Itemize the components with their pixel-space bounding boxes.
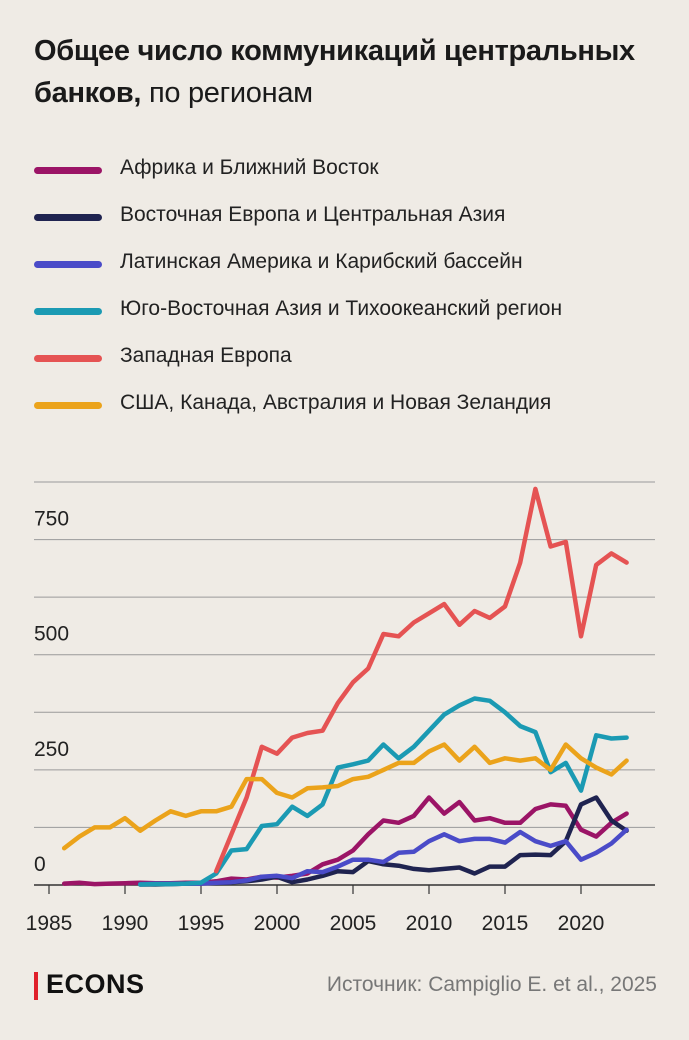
x-tick-label: 1985 xyxy=(26,912,73,935)
legend-label: Западная Европа xyxy=(120,344,292,367)
x-tick-label: 1995 xyxy=(178,912,225,935)
x-tick-label: 2005 xyxy=(330,912,377,935)
chart-title-subtitle: по регионам xyxy=(148,77,313,109)
legend-label: Африка и Ближний Восток xyxy=(120,156,379,179)
x-tick-label: 2015 xyxy=(482,912,529,935)
y-tick-label: 0 xyxy=(34,853,46,876)
y-tick-label: 250 xyxy=(34,738,69,761)
x-tick-label: 2010 xyxy=(406,912,453,935)
x-tick-label: 1990 xyxy=(102,912,149,935)
series-line xyxy=(137,827,629,887)
series-line xyxy=(61,742,629,851)
legend-swatch xyxy=(34,355,102,362)
line-chart: 0 250 500 750 1985 1990 1995 2000 2005 2010 2015 20… xyxy=(26,481,655,935)
legend-swatch xyxy=(34,167,102,174)
x-tick-label: 2020 xyxy=(558,912,605,935)
chart-title: Общее число коммуникаций центральных бан… xyxy=(34,30,674,114)
series-line xyxy=(213,486,629,874)
chart-title-bold: Общее число коммуникаций центральных бан… xyxy=(34,35,635,109)
series-line xyxy=(137,696,629,887)
legend-swatch xyxy=(34,402,102,409)
legend-label: Восточная Европа и Центральная Азия xyxy=(120,203,506,226)
brand-accent-bar xyxy=(34,972,38,1000)
legend-label: Латинская Америка и Карибский бассейн xyxy=(120,250,523,273)
legend-label: США, Канада, Австралия и Новая Зеландия xyxy=(120,391,552,414)
legend-label: Юго-Восточная Азия и Тихоокеанский регио… xyxy=(120,297,563,320)
econs-logo: ECONS xyxy=(46,969,145,999)
y-tick-label: 500 xyxy=(34,623,69,646)
legend-swatch xyxy=(34,214,102,221)
y-tick-label: 750 xyxy=(34,508,69,531)
legend-swatch xyxy=(34,308,102,315)
x-tick-label: 2000 xyxy=(254,912,301,935)
legend-swatch xyxy=(34,261,102,268)
source-note: Источник: Campiglio E. et al., 2025 xyxy=(326,973,657,996)
